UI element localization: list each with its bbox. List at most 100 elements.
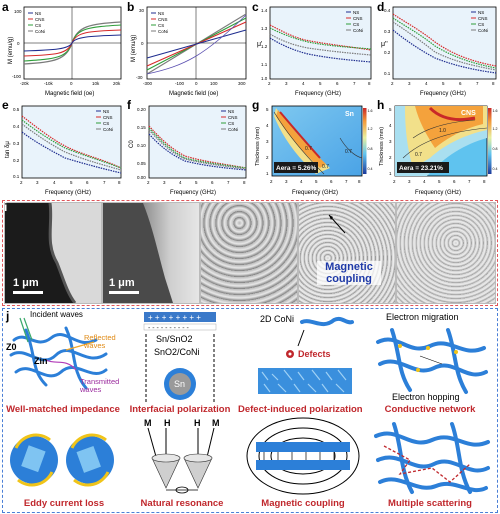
panel-label: a (2, 0, 9, 14)
cbar-tick: 0.8 (493, 147, 498, 151)
holography-image-2: Magnetic coupling (298, 202, 396, 304)
y-axis-label: μ'' (381, 41, 388, 48)
legend-cns: CNS (158, 17, 168, 22)
x-tick: 3 (408, 179, 411, 184)
contour-label: 0.7 (322, 164, 329, 170)
electron-migration-label: Electron migration (386, 312, 459, 322)
x-tick: 3 (408, 81, 411, 86)
x-tick: 6 (330, 179, 333, 184)
hysteresis-chart-b: M (emu/g) Magnetic field (oe) -300 -100 … (131, 6, 247, 97)
tem-image-2: 1 μm (102, 202, 200, 304)
legend-cns: CNS (353, 16, 363, 21)
x-tick: 3 (285, 179, 288, 184)
y-tick: 0.1 (384, 71, 391, 76)
y-tick: 1.1 (261, 62, 268, 67)
legend-ns: NS (478, 10, 484, 15)
x-tick: 2 (268, 81, 271, 86)
defect-mechanism: 2D CoNi Defects (242, 310, 358, 404)
x-tick: 8 (243, 180, 246, 185)
panel-j-frame (2, 308, 498, 513)
x-axis-label: Frequency (GHz) (295, 91, 341, 97)
m-label-right: M (212, 418, 220, 428)
transmitted-waves-label: Transmitted waves (80, 377, 120, 394)
y-tick: 0.2 (384, 50, 391, 55)
x-tick: 100 (210, 81, 218, 86)
panel-h: h 0.7 1.0 CNS Aera = 23.21% 1.6 1.2 0.8 … (375, 98, 500, 198)
hysteresis-chart-a: M (emu/g) Magnetic field (oe) -20k -10k … (8, 6, 122, 97)
x-tick: 8 (368, 81, 371, 86)
x-tick: 10k (92, 81, 100, 86)
panel-f: f C0 Frequency (GHz) 2 3 4 5 6 7 8 0.20 … (125, 98, 250, 198)
legend-cns: CNS (478, 16, 488, 21)
x-axis-label: Frequency (GHz) (45, 190, 91, 196)
title-coupling: Magnetic coupling (261, 498, 345, 509)
x-tick: 0 (195, 81, 198, 86)
panel-label: i (4, 200, 8, 214)
y-tick: 0.2 (13, 158, 20, 163)
cbar-tick: 1.2 (368, 127, 373, 131)
y-tick: 0.1 (13, 174, 20, 179)
y-axis-label: M (emu/g) (8, 37, 14, 64)
panel-label: h (377, 98, 385, 112)
panel-c: c μ' Frequency (GHz) 2 3 4 5 6 7 8 1.4 1… (250, 0, 375, 98)
y-tick: -100 (12, 74, 22, 79)
legend-coni: CoNi (158, 29, 168, 34)
y-axis-label: Thickness (mm) (255, 127, 261, 166)
sno2-coni-label: SnO2/CoNi (154, 347, 200, 357)
y-tick: 1 (389, 171, 392, 176)
legend-cs: CS (353, 22, 359, 27)
x-tick: 4 (423, 179, 426, 184)
y-tick: 2 (266, 155, 269, 160)
y-axis-label: tan δμ (5, 141, 11, 158)
x-tick: 7 (227, 180, 230, 185)
panel-label: b (127, 0, 135, 14)
legend-cs: CS (103, 121, 109, 126)
z0-label: Z0 (6, 342, 17, 352)
x-tick: 5 (442, 81, 445, 86)
y-tick: 0 (141, 41, 144, 46)
x-tick: 4 (302, 81, 305, 86)
panel-g: g 0.7 0.7 0.7 Sn Aera = 5.26% 1.6 1.2 0.… (250, 98, 375, 198)
x-tick: 5 (315, 179, 318, 184)
y-tick: 0.20 (137, 107, 146, 112)
cbar-tick: 1.2 (493, 127, 498, 131)
x-tick: 8 (118, 180, 121, 185)
electron-hopping-label: Electron hopping (392, 392, 460, 402)
panel-b: b M (emu/g) Magnetic field (oe) -300 -10… (125, 0, 250, 98)
panel-label: f (127, 98, 131, 112)
permeability-real-chart: μ' Frequency (GHz) 2 3 4 5 6 7 8 1.4 1.3… (257, 6, 372, 97)
y-axis-label: M (emu/g) (131, 35, 137, 62)
title-defect: Defect-induced polarization (238, 404, 363, 415)
x-tick: -10k (44, 81, 54, 86)
title-eddy: Eddy current loss (23, 498, 105, 509)
x-tick: 6 (453, 179, 456, 184)
panel-label: g (252, 98, 260, 112)
y-axis-label: μ' (257, 41, 262, 48)
permeability-imag-chart: μ'' Frequency (GHz) 2 3 4 5 6 7 8 0.4 0.… (381, 6, 497, 97)
y-axis-label: C0 (129, 140, 135, 148)
x-tick: 6 (211, 180, 214, 185)
magnetic-coupling-callout: Magnetic coupling (317, 261, 381, 285)
sample-tag: CNS (461, 110, 476, 117)
legend-cns: CNS (103, 115, 113, 120)
x-tick: 3 (285, 81, 288, 86)
sn-core-label: Sn (174, 379, 186, 389)
impedance-mechanism: Incident waves Z0 Zin Reflected waves Tr… (6, 310, 120, 408)
area-label: Aera = 23.21% (399, 165, 443, 172)
y-tick: 4 (266, 123, 269, 128)
scattering-mechanism (370, 416, 492, 498)
x-tick: 300 (238, 81, 246, 86)
x-tick: 5 (70, 180, 73, 185)
y-tick: 1 (266, 171, 269, 176)
legend-ns: NS (35, 11, 41, 16)
panel-e: e tan δμ Frequency (GHz) 2 3 4 5 6 7 8 0… (0, 98, 125, 198)
title-scattering: Multiple scattering (388, 498, 472, 509)
x-tick: 5 (195, 180, 198, 185)
x-tick: 3 (36, 180, 39, 185)
x-tick: 7 (103, 180, 106, 185)
legend-cs: CS (478, 22, 484, 27)
legend-coni: CoNi (35, 29, 45, 34)
c0-chart: C0 Frequency (GHz) 2 3 4 5 6 7 8 0.20 0.… (129, 105, 247, 196)
x-tick: 7 (476, 81, 479, 86)
x-tick: 2 (393, 179, 396, 184)
